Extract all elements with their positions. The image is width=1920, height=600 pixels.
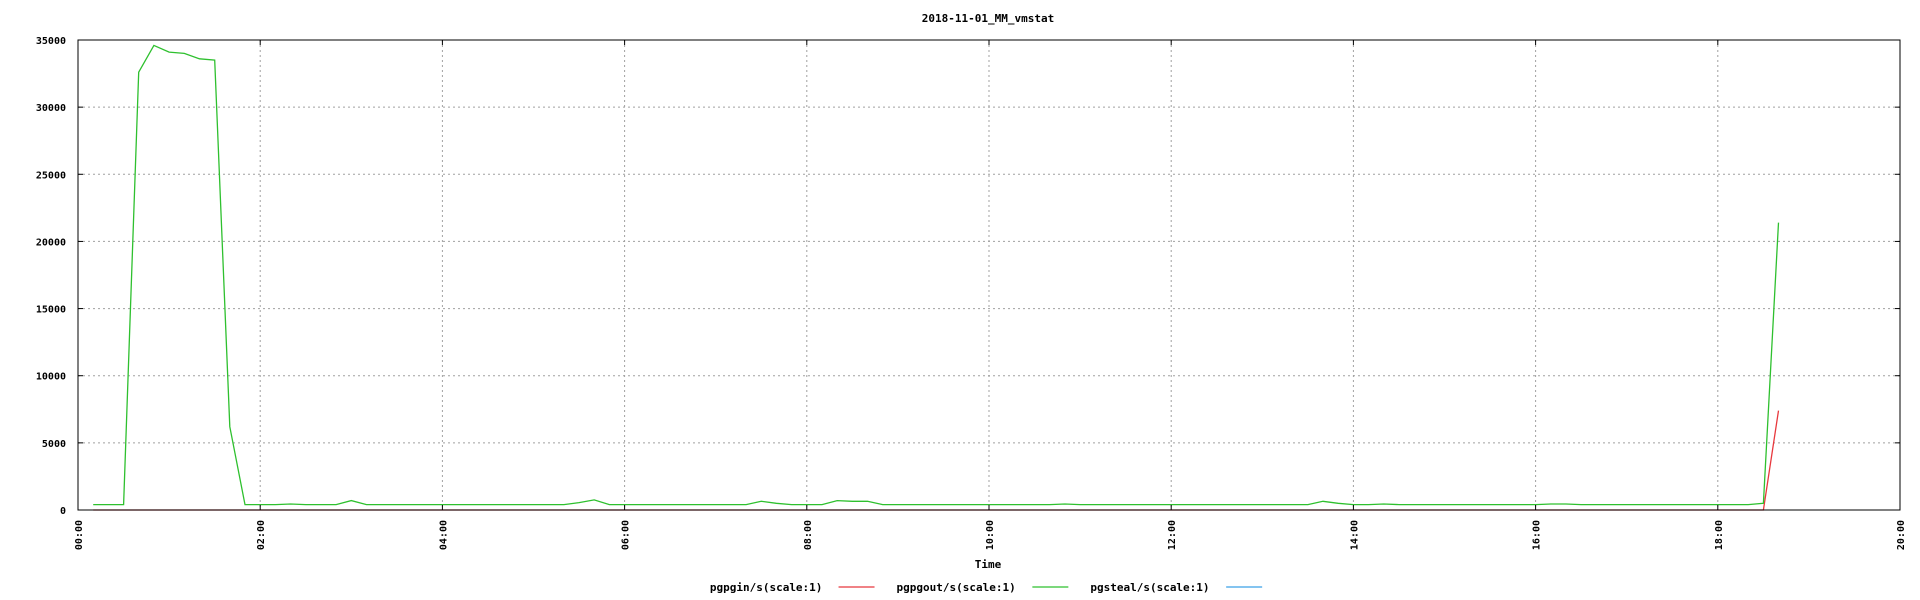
y-tick-label: 5000 [42,439,66,450]
series-line-1 [93,410,1780,511]
series-layer [93,44,1780,511]
x-tick-label: 16:00 [1532,520,1543,550]
x-tick-label: 10:00 [985,520,996,550]
legend-label-2: pgpgout/s(scale:1) [897,581,1016,594]
legend-label-1: pgpgin/s(scale:1) [710,581,823,594]
chart-title: 2018-11-01_MM_vmstat [922,12,1054,25]
y-tick-label: 30000 [36,103,66,114]
x-tick-label: 12:00 [1167,520,1178,550]
y-tick-label: 0 [60,506,66,517]
x-tick-label: 06:00 [621,520,632,550]
y-tick-label: 35000 [36,36,66,47]
y-axis: 0 5000 10000 15000 20000 25000 30000 35000 [36,36,1900,517]
y-tick-label: 25000 [36,170,66,181]
x-tick-label: 04:00 [438,520,449,550]
y-tick-label: 20000 [36,237,66,248]
legend: pgpgin/s(scale:1) pgpgout/s(scale:1) pgste… [710,581,1263,594]
x-tick-label: 02:00 [256,520,267,550]
grid [78,40,1900,510]
x-axis: 00:00 02:00 04:00 06:00 08:00 10:00 12:00 14:00… [74,40,1907,550]
series-line-2 [93,44,1780,506]
x-tick-label: 20:00 [1896,520,1907,550]
y-tick-label: 15000 [36,305,66,316]
x-tick-label: 08:00 [803,520,814,550]
x-tick-label: 00:00 [74,520,85,550]
x-axis-label: Time [975,558,1002,571]
x-tick-label: 14:00 [1349,520,1360,550]
y-tick-label: 10000 [36,372,66,383]
x-tick-label: 18:00 [1714,520,1725,550]
legend-label-3: pgsteal/s(scale:1) [1090,581,1209,594]
